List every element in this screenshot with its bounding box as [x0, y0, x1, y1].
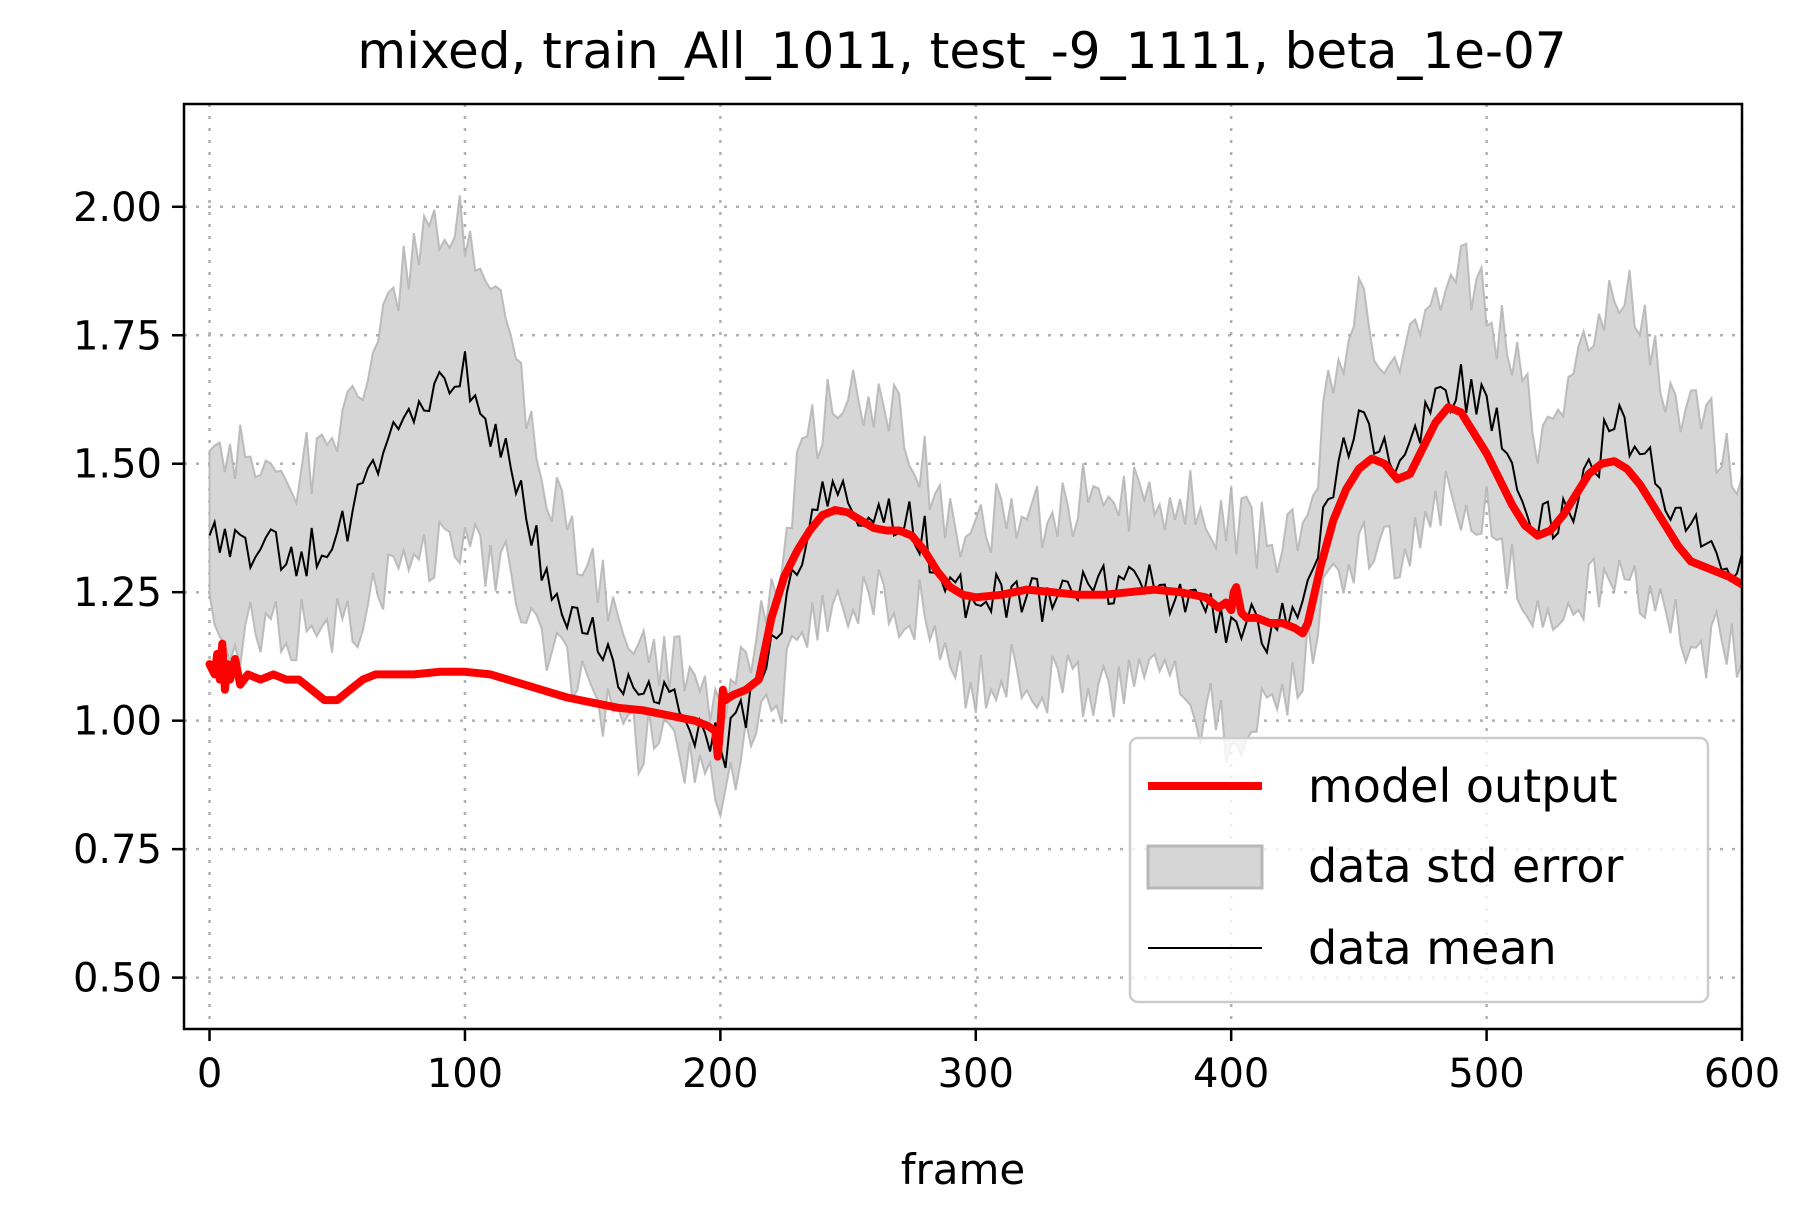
y-tick-label: 0.50 — [73, 956, 162, 1002]
y-tick-label: 0.75 — [73, 827, 162, 873]
x-tick-label: 400 — [1193, 1051, 1269, 1097]
data-mean-line — [208, 351, 1742, 769]
legend-box — [1128, 736, 1710, 1004]
x-tick-label: 200 — [682, 1051, 758, 1097]
x-tick-label: 600 — [1704, 1051, 1780, 1097]
x-tick-label: 500 — [1448, 1051, 1524, 1097]
x-tick-label: 0 — [197, 1051, 222, 1097]
y-tick-label: 1.00 — [73, 699, 162, 745]
y-tick-label: 1.75 — [73, 313, 162, 359]
y-tick-label: 1.50 — [73, 442, 162, 488]
legend-label-data-std-error: data std error — [1308, 839, 1624, 893]
legend-swatch-data-std-error — [1146, 844, 1264, 890]
plot-frame — [182, 102, 1744, 1031]
y-tick-label: 1.25 — [73, 570, 162, 616]
y-axis: 0.50 0.75 1.00 1.25 1.50 1.75 2.00 — [73, 185, 184, 1002]
legend-label-model-output: model output — [1308, 759, 1618, 813]
plot-area — [205, 195, 1742, 820]
legend-label-data-mean: data mean — [1308, 921, 1557, 975]
chart-title: mixed, train_All_1011, test_-9_1111, bet… — [357, 22, 1566, 80]
model-output-line — [205, 403, 1742, 761]
legend: model output data std error data mean — [1128, 736, 1710, 1004]
x-tick-label: 100 — [427, 1051, 503, 1097]
x-axis-label: frame — [901, 1145, 1026, 1194]
x-tick-label: 300 — [938, 1051, 1014, 1097]
y-tick-label: 2.00 — [73, 185, 162, 231]
x-axis: 0 100 200 300 400 500 600 — [197, 1029, 1780, 1097]
